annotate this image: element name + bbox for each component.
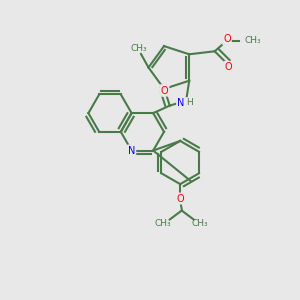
Text: CH₃: CH₃ [192,219,208,228]
Text: O: O [161,85,168,96]
Text: O: O [223,34,231,44]
Text: O: O [224,62,232,72]
Text: CH₃: CH₃ [245,36,261,45]
Text: N: N [128,146,135,155]
Text: CH₃: CH₃ [155,219,171,228]
Text: CH₃: CH₃ [130,44,147,53]
Text: N: N [177,98,184,108]
Text: S: S [158,85,164,95]
Text: O: O [176,194,184,203]
Text: H: H [186,98,193,107]
